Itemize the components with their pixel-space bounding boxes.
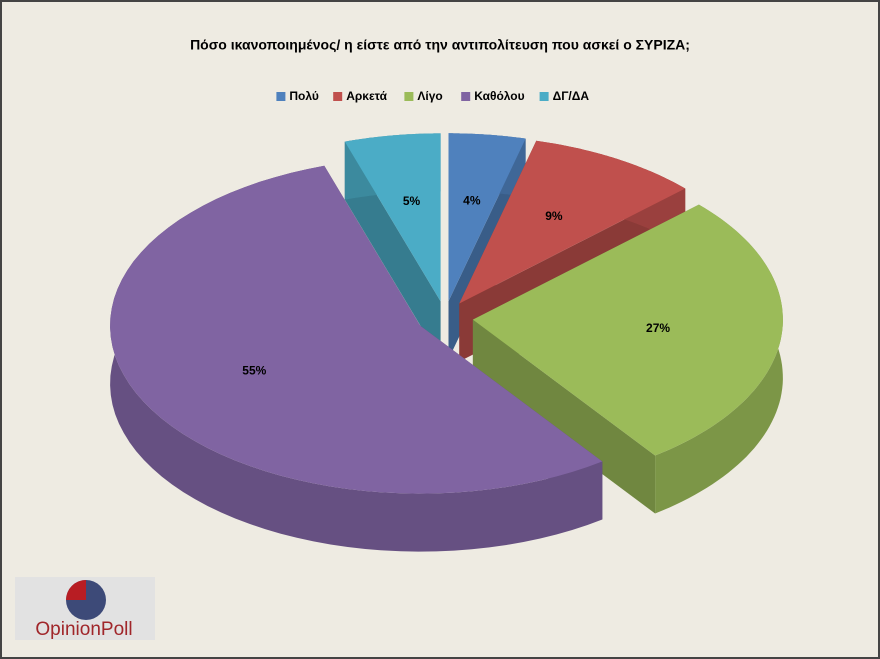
legend-swatch <box>404 92 414 101</box>
data-label: 55% <box>242 364 266 378</box>
slice <box>344 133 441 302</box>
legend: Πολύ Αρκετά Λίγο Καθόλου ΔΓ/ΔΑ <box>276 89 589 103</box>
legend-label: Λίγο <box>417 89 442 103</box>
legend-label: Αρκετά <box>346 89 387 103</box>
data-label: 4% <box>463 193 481 207</box>
legend-swatch <box>276 92 286 101</box>
data-label: 9% <box>545 209 563 223</box>
slice <box>110 165 603 552</box>
slice <box>344 133 441 360</box>
chart-title: Πόσο ικανοποιημένος/ η είστε από την αντ… <box>190 37 690 53</box>
slice <box>472 204 783 456</box>
slice <box>472 204 783 514</box>
legend-swatch <box>461 92 471 101</box>
legend-swatch <box>333 92 343 101</box>
logo-text: OpinionPoll <box>35 619 132 640</box>
slice <box>448 133 526 302</box>
legend-label: Πολύ <box>289 89 318 103</box>
slice <box>110 165 603 494</box>
legend-label: ΔΓ/ΔΑ <box>553 89 590 103</box>
slice-wall <box>344 141 441 360</box>
data-label: 5% <box>403 194 421 208</box>
legend-swatch <box>539 92 549 101</box>
legend-label: Καθόλου <box>474 89 524 103</box>
logo: OpinionPoll <box>15 577 155 640</box>
slice-side <box>110 165 603 552</box>
slice-wall <box>472 319 656 514</box>
data-label: 27% <box>646 321 670 335</box>
logo-arc <box>66 580 86 600</box>
slice <box>459 140 686 304</box>
